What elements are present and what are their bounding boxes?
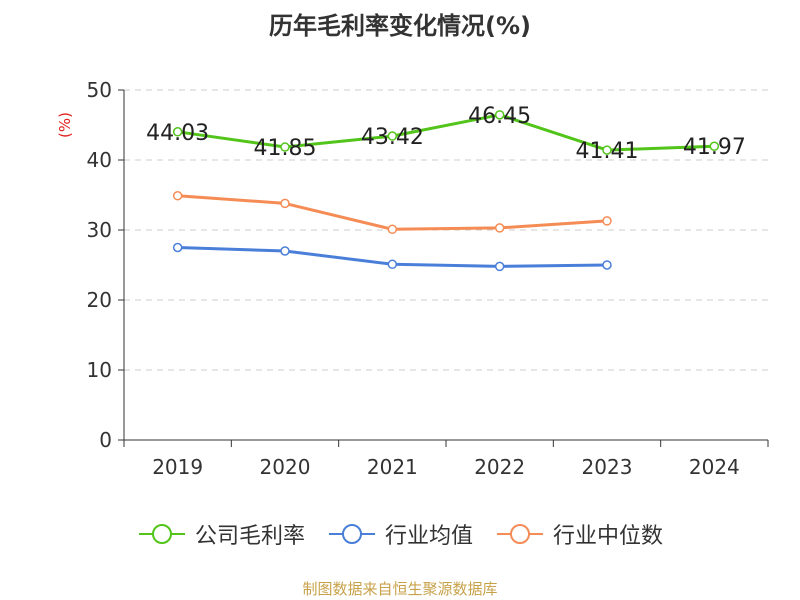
series-layer (172, 110, 720, 272)
data-point (494, 110, 505, 120)
legend-label: 公司毛利率 (194, 524, 305, 549)
data-point (280, 246, 290, 256)
data-point (494, 261, 505, 272)
series-line-2 (177, 194, 608, 231)
data-point (387, 131, 398, 141)
y-axis-unit-label: (%) (56, 112, 74, 138)
data-label: 46.45 (468, 104, 531, 129)
legend-circle (510, 524, 530, 544)
source-note: 制图数据来自恒生聚源数据库 (302, 580, 498, 598)
series-line-0 (177, 113, 715, 152)
legend-circle (151, 524, 172, 544)
x-tick-label: 2019 (152, 455, 203, 479)
data-point (709, 141, 720, 151)
chart-title: 历年毛利率变化情况(%) (269, 12, 531, 40)
legend-circle (341, 524, 362, 544)
data-label: 41.41 (576, 139, 639, 164)
legend-label: 行业均值 (384, 524, 473, 549)
data-point (280, 198, 290, 209)
y-tick-label: 20 (87, 288, 112, 312)
y-tick-label: 0 (99, 428, 112, 452)
data-label: 41.85 (254, 136, 317, 161)
legend-marker-icon (138, 524, 185, 544)
legend: 公司毛利率 行业均值 行业中位数 (0, 518, 800, 550)
x-tick-label: 2022 (474, 455, 525, 479)
data-point (172, 242, 183, 253)
y-tick-label: 10 (87, 358, 112, 382)
data-point (172, 127, 183, 137)
data-label: 43.42 (361, 125, 424, 150)
legend-item[interactable]: 公司毛利率 (137, 518, 305, 550)
legend-marker-icon (497, 524, 543, 544)
y-tick-label: 50 (87, 78, 112, 102)
data-label: 41.97 (683, 135, 746, 160)
data-point (172, 190, 183, 201)
y-tick-label: 40 (87, 148, 112, 172)
data-point (602, 260, 612, 270)
data-point (494, 223, 505, 233)
axis-layer: 0 10 20 30 40 50 (%) 2019 2020 2021 2022 2023 2024 (56, 78, 769, 479)
x-tick-label: 2024 (689, 455, 740, 479)
legend-label: 行业中位数 (553, 524, 664, 549)
legend-item[interactable]: 行业均值 (327, 518, 473, 550)
y-tick-label: 30 (87, 218, 112, 242)
data-point (602, 145, 612, 155)
data-point (280, 142, 290, 152)
data-point (387, 224, 398, 235)
data-label: 44.03 (146, 121, 209, 146)
x-tick-label: 2021 (367, 455, 418, 479)
data-point (387, 259, 398, 270)
x-tick-label: 2020 (260, 455, 311, 479)
legend-marker-icon (328, 524, 375, 544)
legend-item[interactable]: 行业中位数 (495, 518, 663, 550)
x-tick-label: 2023 (582, 455, 633, 479)
label-layer: 44.03 41.85 43.42 46.45 41.41 41.97 (146, 104, 746, 164)
data-point (602, 216, 612, 226)
